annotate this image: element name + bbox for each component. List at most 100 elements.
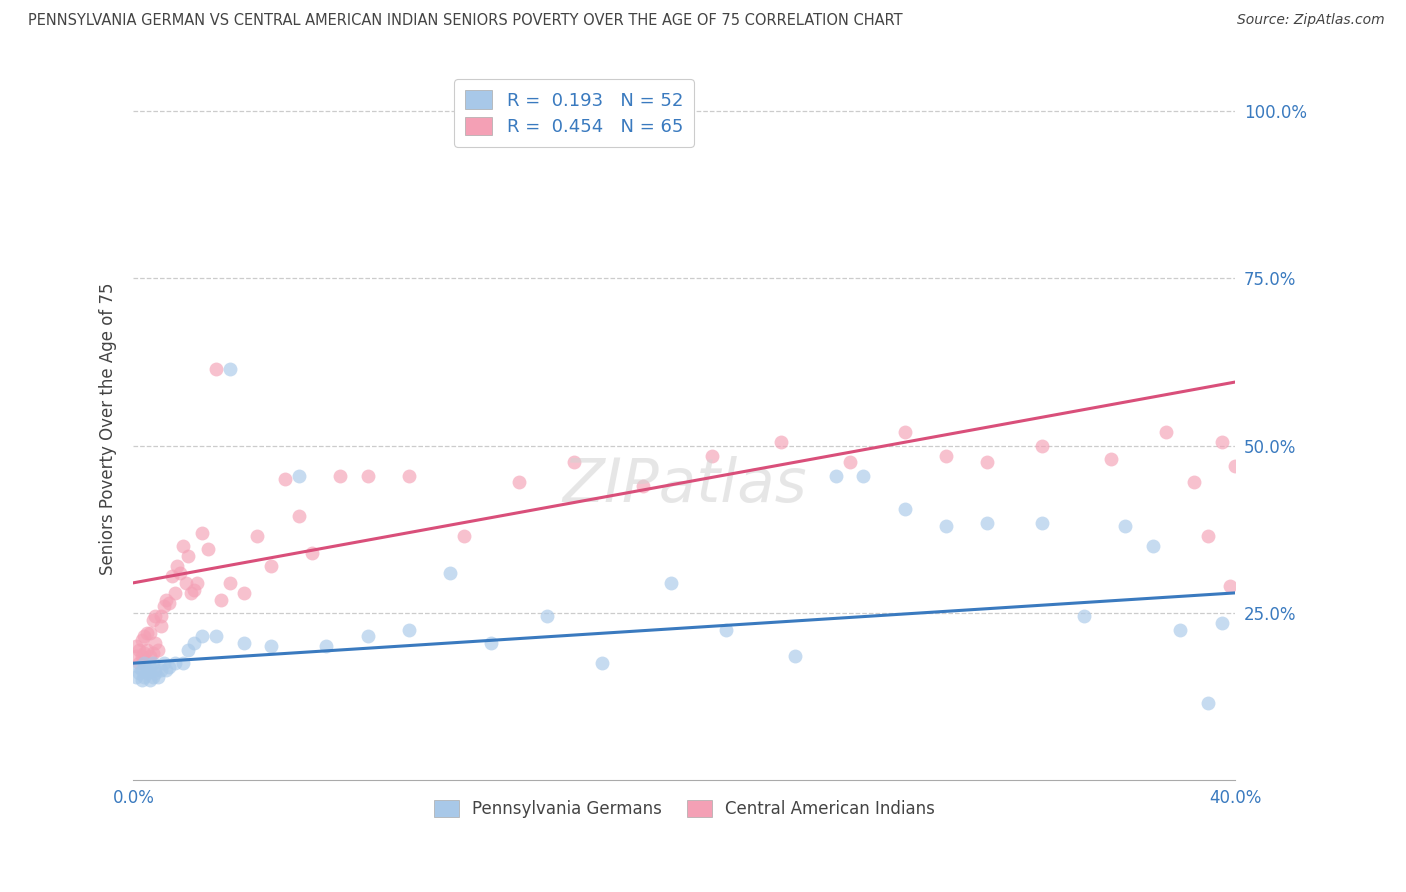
Point xyxy=(177,549,200,563)
Point xyxy=(1114,519,1136,533)
Point xyxy=(142,669,165,683)
Point xyxy=(134,656,156,670)
Point xyxy=(145,663,167,677)
Point xyxy=(191,525,214,540)
Point xyxy=(197,542,219,557)
Point xyxy=(142,613,165,627)
Point xyxy=(218,361,240,376)
Point xyxy=(838,455,860,469)
Point xyxy=(1099,452,1122,467)
Point xyxy=(183,636,205,650)
Point xyxy=(157,596,180,610)
Point xyxy=(246,529,269,543)
Legend: Pennsylvania Germans, Central American Indians: Pennsylvania Germans, Central American I… xyxy=(427,793,942,825)
Text: Source: ZipAtlas.com: Source: ZipAtlas.com xyxy=(1237,13,1385,28)
Point xyxy=(155,663,177,677)
Point xyxy=(125,640,148,654)
Point xyxy=(935,449,957,463)
Point xyxy=(149,663,172,677)
Point xyxy=(274,472,297,486)
Text: ZIPatlas: ZIPatlas xyxy=(562,456,807,515)
Point xyxy=(301,546,323,560)
Point xyxy=(139,673,162,687)
Point xyxy=(260,559,283,574)
Point xyxy=(1225,458,1247,473)
Text: PENNSYLVANIA GERMAN VS CENTRAL AMERICAN INDIAN SENIORS POVERTY OVER THE AGE OF 7: PENNSYLVANIA GERMAN VS CENTRAL AMERICAN … xyxy=(28,13,903,29)
Point xyxy=(131,663,153,677)
Point xyxy=(508,475,530,490)
Point xyxy=(183,582,205,597)
Point xyxy=(128,666,150,681)
Point xyxy=(128,642,150,657)
Point xyxy=(139,626,162,640)
Point xyxy=(152,599,174,614)
Point xyxy=(157,659,180,673)
Point xyxy=(172,539,194,553)
Point xyxy=(134,646,156,660)
Point xyxy=(783,649,806,664)
Point xyxy=(356,629,378,643)
Point xyxy=(852,468,875,483)
Point xyxy=(136,626,159,640)
Point xyxy=(536,609,558,624)
Point xyxy=(134,669,156,683)
Point xyxy=(163,656,186,670)
Point xyxy=(631,479,654,493)
Point xyxy=(700,449,723,463)
Point xyxy=(1031,516,1053,530)
Point xyxy=(976,455,998,469)
Point xyxy=(218,575,240,590)
Point xyxy=(439,566,461,580)
Point xyxy=(139,659,162,673)
Point xyxy=(131,649,153,664)
Point xyxy=(315,640,337,654)
Point xyxy=(232,586,254,600)
Point xyxy=(180,586,202,600)
Point xyxy=(191,629,214,643)
Point xyxy=(125,669,148,683)
Point xyxy=(453,529,475,543)
Point xyxy=(562,455,585,469)
Point xyxy=(186,575,208,590)
Point xyxy=(287,468,309,483)
Point xyxy=(591,656,613,670)
Point xyxy=(139,649,162,664)
Point xyxy=(260,640,283,654)
Point xyxy=(145,609,167,624)
Point xyxy=(1211,615,1233,630)
Point xyxy=(149,609,172,624)
Point xyxy=(1211,435,1233,450)
Point xyxy=(1156,425,1178,440)
Point xyxy=(976,516,998,530)
Point xyxy=(1182,475,1205,490)
Point xyxy=(481,636,503,650)
Point xyxy=(398,623,420,637)
Point xyxy=(149,619,172,633)
Point xyxy=(136,663,159,677)
Point xyxy=(205,629,228,643)
Point xyxy=(155,592,177,607)
Point xyxy=(166,559,188,574)
Point xyxy=(893,502,915,516)
Point xyxy=(152,656,174,670)
Point xyxy=(142,656,165,670)
Point xyxy=(131,632,153,647)
Point xyxy=(329,468,352,483)
Point xyxy=(205,361,228,376)
Point xyxy=(1168,623,1191,637)
Point xyxy=(1073,609,1095,624)
Point xyxy=(232,636,254,650)
Point xyxy=(398,468,420,483)
Point xyxy=(714,623,737,637)
Point xyxy=(160,569,183,583)
Point xyxy=(769,435,792,450)
Point xyxy=(893,425,915,440)
Point xyxy=(146,642,169,657)
Point xyxy=(1142,539,1164,553)
Point xyxy=(128,656,150,670)
Point xyxy=(134,629,156,643)
Point xyxy=(136,642,159,657)
Point xyxy=(169,566,191,580)
Point xyxy=(824,468,846,483)
Point xyxy=(1219,579,1241,593)
